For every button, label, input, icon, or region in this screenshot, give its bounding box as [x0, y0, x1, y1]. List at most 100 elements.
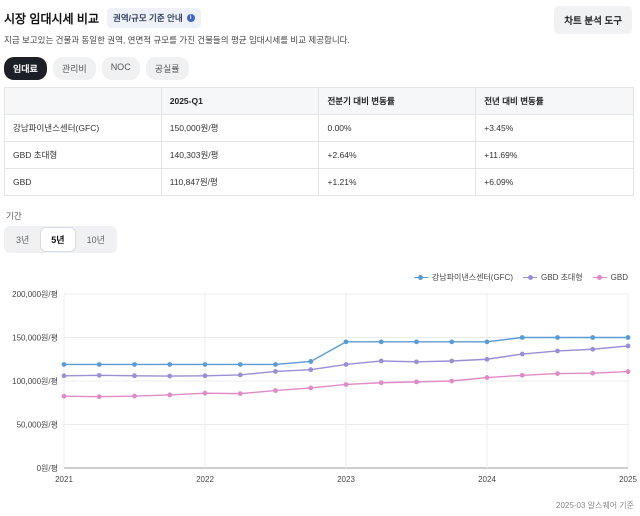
table-cell-rent: 110,847원/평	[160, 168, 320, 196]
data-point-0	[61, 362, 67, 367]
data-point-1	[273, 369, 278, 374]
table-cell-yoy: +11.69%	[475, 141, 634, 169]
data-point-2	[96, 394, 102, 400]
x-tick-label: 2022	[196, 475, 214, 484]
region-guide-label: 권역/규모 기준 안내	[113, 13, 183, 23]
legend-marker-icon	[592, 275, 607, 281]
data-point-0	[273, 362, 278, 367]
data-point-2	[308, 385, 314, 391]
page-title: 시장 임대시세 비교	[4, 11, 99, 26]
chart-tools-button[interactable]: 차트 분석 도구	[554, 6, 632, 34]
data-point-2	[625, 369, 631, 374]
table-cell-rent: 150,000원/평	[160, 114, 320, 142]
description: 지금 보고있는 건물과 동일한 권역, 연면적 규모를 가진 건물들의 평균 임…	[4, 35, 350, 45]
table-header-yoy: 전년 대비 변동률	[475, 87, 634, 115]
data-point-0	[555, 335, 560, 340]
data-point-0	[590, 335, 596, 340]
data-point-0	[237, 362, 243, 367]
legend-item-gbd-large[interactable]: GBD 초대형	[523, 272, 583, 283]
data-point-1	[625, 343, 631, 349]
data-point-2	[237, 391, 243, 397]
y-tick-label: 200,000원/평	[12, 289, 58, 299]
region-guide-badge[interactable]: 권역/규모 기준 안내 i	[107, 8, 201, 28]
data-point-1	[414, 359, 419, 365]
table-row: GBD 110,847원/평 +1.21% +6.09%	[4, 168, 634, 196]
data-point-1	[449, 358, 455, 364]
period-selector: 3년 5년 10년	[4, 226, 117, 253]
data-point-1	[96, 372, 102, 378]
data-point-0	[167, 362, 173, 367]
data-point-2	[202, 390, 208, 396]
data-point-0	[414, 339, 419, 345]
data-point-1	[237, 372, 243, 378]
table-row: GBD 초대형 140,303원/평 +2.64% +11.69%	[4, 141, 634, 169]
table-cell-qoq: +1.21%	[318, 168, 477, 196]
table-header-quarter: 2025-Q1	[160, 87, 320, 115]
table-cell-name: GBD	[4, 168, 162, 196]
data-point-1	[519, 351, 525, 357]
table-cell-name: GBD 초대형	[4, 141, 162, 169]
legend-label: GBD	[610, 273, 628, 282]
data-point-0	[625, 335, 631, 340]
table-header-qoq: 전분기 대비 변동률	[318, 87, 477, 115]
table-cell-qoq: +2.64%	[318, 141, 477, 169]
y-tick-label: 0원/평	[37, 463, 58, 473]
data-point-1	[555, 348, 560, 354]
table-cell-qoq: 0.00%	[318, 114, 477, 142]
x-tick-label: 2021	[55, 475, 73, 484]
table-header-building	[4, 87, 162, 115]
data-source-note: 2025-03 알스퀘어 기준	[556, 501, 634, 510]
data-point-0	[343, 339, 349, 345]
data-point-0	[519, 335, 525, 340]
data-point-0	[449, 339, 455, 345]
legend-label: GBD 초대형	[541, 273, 583, 282]
period-3y-button[interactable]: 3년	[16, 235, 30, 245]
legend-marker-icon	[523, 275, 538, 281]
legend-item-gbd[interactable]: GBD	[592, 272, 628, 283]
data-point-2	[484, 375, 490, 380]
table-header-row: 2025-Q1 전분기 대비 변동률 전년 대비 변동률	[4, 87, 634, 115]
data-point-1	[590, 346, 596, 352]
data-point-2	[449, 378, 455, 384]
data-point-0	[132, 362, 137, 367]
x-tick-label: 2023	[337, 475, 355, 484]
data-point-2	[378, 380, 384, 386]
data-point-0	[308, 359, 314, 364]
legend-item-gfc[interactable]: 강남파이낸스센터(GFC)	[413, 272, 513, 283]
tab-vacancy[interactable]: 공실률	[145, 57, 189, 80]
data-point-0	[202, 362, 208, 367]
data-point-2	[555, 371, 560, 377]
data-point-2	[61, 393, 67, 399]
data-point-1	[167, 373, 173, 379]
period-10y-button[interactable]: 10년	[86, 235, 105, 245]
table-cell-yoy: +6.09%	[475, 168, 634, 196]
data-point-2	[273, 388, 278, 393]
period-5y-button[interactable]: 5년	[41, 228, 75, 251]
tab-maintenance-fee[interactable]: 관리비	[52, 57, 96, 80]
info-icon: i	[186, 14, 195, 22]
data-point-0	[378, 339, 384, 345]
legend-marker-icon	[413, 275, 428, 281]
data-point-2	[414, 379, 419, 385]
header: 시장 임대시세 비교 권역/규모 기준 안내 i	[4, 8, 201, 28]
table-cell-yoy: +3.45%	[475, 114, 634, 142]
data-point-2	[590, 370, 596, 376]
data-point-2	[167, 392, 173, 398]
data-point-2	[132, 393, 137, 399]
data-point-1	[308, 367, 314, 373]
data-point-1	[61, 373, 67, 379]
rent-line-chart: 0원/평 50,000원/평 100,000원/평 150,000원/평 200,000…	[12, 289, 637, 484]
table-cell-name: 강남파이낸스센터(GFC)	[4, 114, 162, 142]
data-point-1	[202, 373, 208, 379]
data-point-1	[378, 358, 384, 364]
tab-rent[interactable]: 임대료	[4, 57, 47, 80]
table-row: 강남파이낸스센터(GFC) 150,000원/평 0.00% +3.45%	[4, 114, 634, 142]
tab-noc[interactable]: NOC	[101, 57, 140, 80]
data-point-1	[343, 362, 349, 367]
y-tick-label: 50,000원/평	[17, 420, 58, 430]
period-label: 기간	[6, 211, 22, 221]
comparison-table: 2025-Q1 전분기 대비 변동률 전년 대비 변동률 강남파이낸스센터(GF…	[4, 87, 634, 196]
chart-legend: 강남파이낸스센터(GFC) GBD 초대형 GBD	[413, 272, 628, 283]
data-point-2	[343, 382, 349, 387]
table-cell-rent: 140,303원/평	[160, 141, 320, 169]
